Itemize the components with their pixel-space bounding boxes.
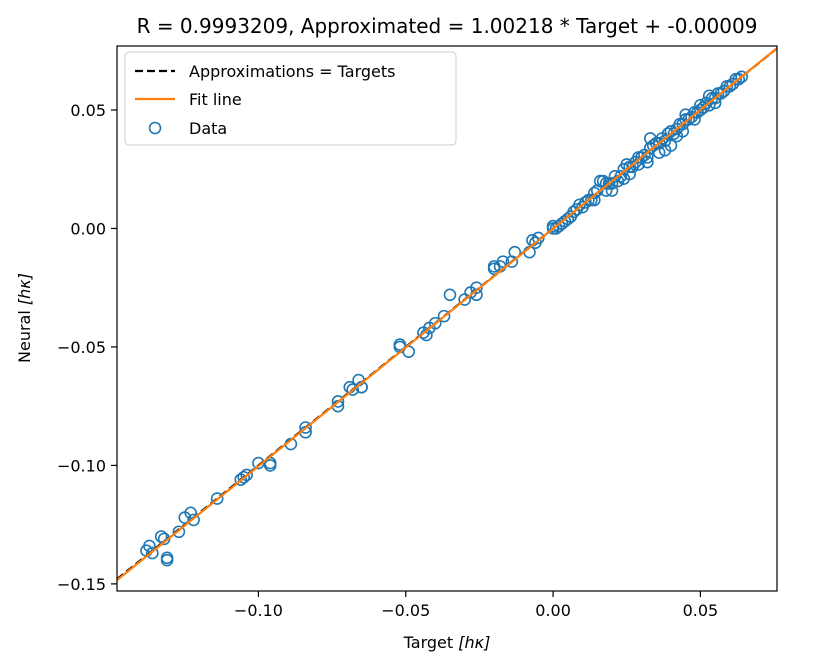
data-point (735, 70, 748, 84)
data-point (641, 155, 654, 169)
data-point (428, 316, 442, 330)
x-axis-label-main: Target (403, 633, 459, 652)
data-point (172, 525, 186, 539)
data-point (532, 231, 545, 245)
data-point (160, 553, 174, 567)
data-point (546, 219, 560, 233)
x-tick-label: −0.05 (381, 601, 430, 620)
data-point (644, 132, 657, 145)
x-tick-label: −0.10 (234, 601, 283, 620)
legend-label-identity: Approximations = Targets (189, 62, 395, 81)
data-point (605, 177, 619, 190)
y-tick-label: −0.15 (57, 575, 106, 594)
data-point (676, 125, 690, 138)
y-axis-label-unit: [hκ] (15, 273, 34, 305)
y-tick-label: 0.00 (70, 219, 106, 238)
data-point (437, 309, 451, 323)
y-axis-label-main: Neural (15, 305, 34, 363)
legend-swatch-data (148, 121, 162, 135)
y-axis: −0.15 −0.10 −0.05 0.00 0.05 (57, 101, 117, 594)
y-tick-label: −0.10 (57, 456, 106, 475)
x-axis: −0.10 −0.05 0.00 0.05 (234, 591, 718, 620)
x-tick-label: 0.05 (683, 601, 719, 620)
data-point (470, 281, 483, 294)
legend: Approximations = Targets Fit line Data (124, 51, 457, 146)
data-point (588, 186, 601, 200)
plot-area (117, 47, 777, 581)
data-point (184, 506, 197, 520)
data-point (599, 177, 613, 190)
x-tick-label: 0.00 (535, 601, 571, 620)
data-point (664, 139, 678, 152)
data-point (299, 421, 312, 434)
y-tick-label: 0.05 (70, 101, 106, 120)
data-point (443, 288, 457, 302)
data-point (187, 513, 200, 527)
data-point (617, 172, 631, 185)
data-point (496, 255, 510, 268)
y-tick-label: −0.05 (57, 338, 106, 357)
fit-line (117, 47, 777, 581)
data-point (263, 459, 277, 472)
data-point (393, 338, 407, 351)
legend-label-fit: Fit line (189, 90, 242, 109)
data-point (346, 383, 360, 396)
plot-frame (116, 45, 778, 592)
data-point (237, 470, 250, 484)
data-point (579, 196, 592, 209)
data-point (210, 492, 224, 505)
data-point (240, 468, 253, 482)
data-point (146, 546, 159, 560)
x-axis-label: Target [hκ] (403, 633, 491, 652)
data-point (614, 170, 628, 183)
legend-box (124, 51, 457, 146)
data-point (702, 89, 716, 103)
y-axis-label: Neural [hκ] (15, 273, 34, 363)
data-point (331, 395, 345, 408)
data-point (508, 245, 522, 259)
legend-label-data: Data (189, 119, 227, 138)
chart-title: R = 0.9993209, Approximated = 1.00218 * … (137, 14, 758, 38)
data-point (652, 146, 666, 159)
x-axis-label-unit: [hκ] (458, 633, 490, 652)
data-point (143, 539, 156, 553)
data-point (732, 72, 745, 86)
data-point (154, 530, 168, 543)
